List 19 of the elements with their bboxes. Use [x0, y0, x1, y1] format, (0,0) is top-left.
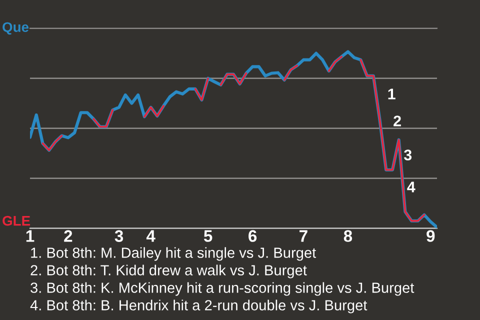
annotation: 2 — [394, 116, 401, 126]
x-tick-label: 8 — [344, 230, 352, 242]
x-tick-label: 6 — [248, 230, 257, 242]
text: 3. Bot 8th: K. McKinney hit a run-scoring single vs J. Burget — [30, 282, 414, 296]
x-tick-label: 5 — [204, 230, 212, 242]
x-tick-label: 4 — [146, 230, 156, 242]
x-tick-label: 2 — [64, 230, 72, 242]
x-tick-label: 1 — [26, 230, 34, 242]
annotation: 3 — [404, 150, 412, 160]
annotation: 1 — [388, 88, 396, 100]
x-tick-label: 3 — [114, 230, 124, 242]
text: 2. Bot 8th: T. Kidd drew a walk vs J. Burget — [30, 264, 307, 278]
text: 1. Bot 8th: M. Dailey hit a single vs J. Burget — [31, 247, 316, 261]
annotation: 4 — [407, 182, 416, 192]
text: Que — [2, 22, 29, 35]
annotation: GLE — [2, 216, 30, 226]
x-tick-label: 7 — [300, 230, 308, 242]
x-tick-label: 9 — [426, 230, 435, 242]
text: 4. Bot 8th: B. Hendrix hit a 2-run double vs J. Burget — [30, 300, 368, 314]
